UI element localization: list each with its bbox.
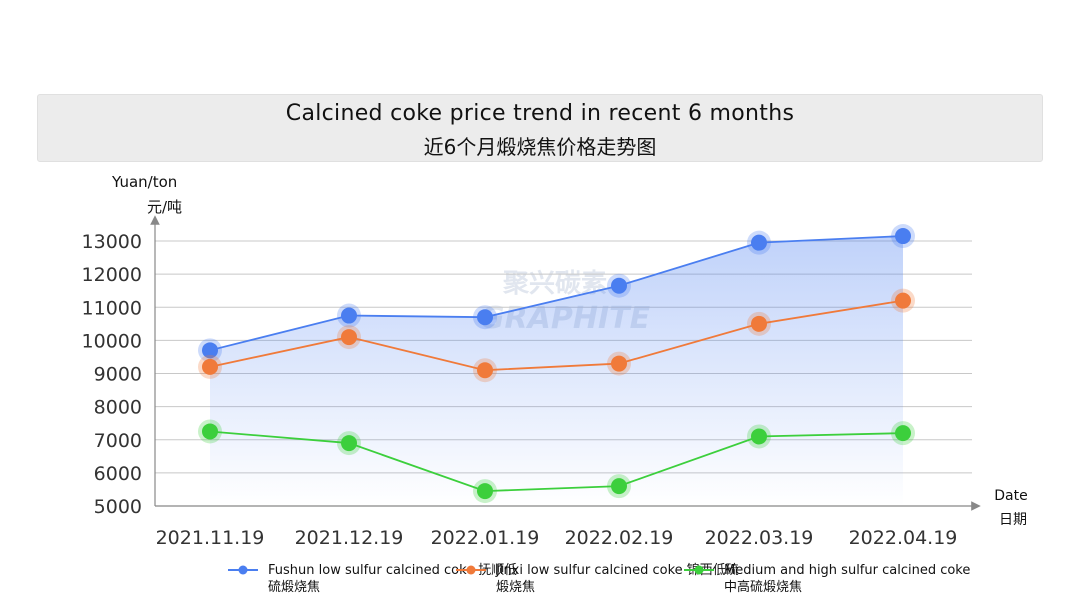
series-lines bbox=[198, 224, 915, 504]
axes bbox=[150, 215, 981, 511]
data-point-jinxi bbox=[747, 311, 771, 336]
legend-label-fushun: Fushun low sulfur calcined coke 抚顺低硫煅烧焦 bbox=[268, 563, 518, 595]
y-tick-label: 11000 bbox=[82, 297, 142, 319]
area-fill bbox=[210, 236, 903, 506]
x-tick-label: 2021.12.19 bbox=[295, 527, 404, 549]
data-point-medium-high bbox=[198, 419, 222, 444]
data-point-dot bbox=[477, 483, 493, 500]
data-point-jinxi bbox=[337, 325, 361, 350]
data-point-dot bbox=[202, 358, 218, 375]
data-point-dot bbox=[341, 307, 357, 324]
data-point-medium-high bbox=[473, 479, 497, 504]
data-point-dot bbox=[611, 355, 627, 372]
x-tick-label: 2022.04.19 bbox=[849, 527, 958, 549]
data-point-fushun bbox=[337, 303, 361, 328]
data-point-fushun bbox=[607, 273, 631, 298]
legend-label-medium-high: Medium and high sulfur calcined coke 中高硫… bbox=[724, 563, 971, 595]
y-tick-label: 5000 bbox=[94, 496, 142, 518]
chart-title-box: Calcined coke price trend in recent 6 mo… bbox=[37, 94, 1043, 162]
y-axis-label-zh: 元/吨 bbox=[147, 198, 183, 216]
x-tick-labels: 2021.11.19 2021.12.19 2022.01.19 2022.02.19… bbox=[156, 527, 958, 549]
series-line-fushun bbox=[209, 235, 904, 352]
series-line-medium-high bbox=[209, 430, 904, 492]
data-point-dot bbox=[611, 478, 627, 495]
data-point-dot bbox=[202, 342, 218, 359]
y-tick-label: 6000 bbox=[94, 463, 142, 485]
series-line-jinxi bbox=[209, 299, 904, 372]
data-point-medium-high bbox=[607, 474, 631, 499]
area-fill-fushun bbox=[210, 236, 903, 506]
data-point-dot bbox=[341, 329, 357, 346]
data-point-dot bbox=[751, 315, 767, 332]
data-point-medium-high bbox=[747, 424, 771, 449]
data-point-dot bbox=[341, 435, 357, 452]
y-tick-label: 8000 bbox=[94, 397, 142, 419]
x-tick-label: 2022.02.19 bbox=[565, 527, 674, 549]
data-point-dot bbox=[895, 228, 911, 245]
y-tick-label: 12000 bbox=[82, 264, 142, 286]
data-point-dot bbox=[895, 425, 911, 442]
y-tick-label: 10000 bbox=[82, 330, 142, 352]
y-tick-label: 9000 bbox=[94, 364, 142, 386]
data-point-dot bbox=[477, 309, 493, 326]
data-point-jinxi bbox=[607, 351, 631, 376]
legend-marker-green-icon bbox=[684, 565, 714, 575]
data-point-dot bbox=[751, 234, 767, 251]
y-tick-label: 7000 bbox=[94, 430, 142, 452]
data-point-dot bbox=[477, 362, 493, 379]
x-axis-label-en: Date bbox=[994, 488, 1028, 504]
legend-label-jinxi: Jinxi low sulfur calcined coke 锦西低硫煅烧焦 bbox=[496, 563, 739, 595]
legend-marker-blue-icon bbox=[228, 565, 258, 575]
data-point-fushun bbox=[198, 338, 222, 363]
data-point-jinxi bbox=[891, 288, 915, 313]
y-tick-label: 13000 bbox=[82, 231, 142, 253]
data-point-fushun bbox=[473, 305, 497, 330]
data-point-fushun bbox=[891, 224, 915, 249]
chart-subtitle: 近6个月煅烧焦价格走势图 bbox=[423, 135, 657, 159]
data-point-dot bbox=[895, 292, 911, 309]
y-axis-label-en: Yuan/ton bbox=[112, 173, 178, 191]
x-axis-label-zh: 日期 bbox=[999, 512, 1027, 528]
data-point-jinxi bbox=[473, 358, 497, 383]
x-tick-label: 2022.01.19 bbox=[431, 527, 540, 549]
chart-title: Calcined coke price trend in recent 6 mo… bbox=[285, 101, 795, 126]
x-tick-label: 2021.11.19 bbox=[156, 527, 265, 549]
data-point-jinxi bbox=[198, 354, 222, 379]
data-point-medium-high bbox=[891, 421, 915, 446]
y-tick-labels: 5000 6000 7000 8000 9000 10000 11000 12000 13000 bbox=[82, 231, 142, 518]
data-point-dot bbox=[611, 277, 627, 294]
x-tick-label: 2022.03.19 bbox=[705, 527, 814, 549]
legend-marker-orange-icon bbox=[456, 565, 486, 575]
data-point-medium-high bbox=[337, 431, 361, 456]
data-point-fushun bbox=[747, 230, 771, 255]
data-point-dot bbox=[202, 423, 218, 440]
data-point-dot bbox=[751, 428, 767, 445]
